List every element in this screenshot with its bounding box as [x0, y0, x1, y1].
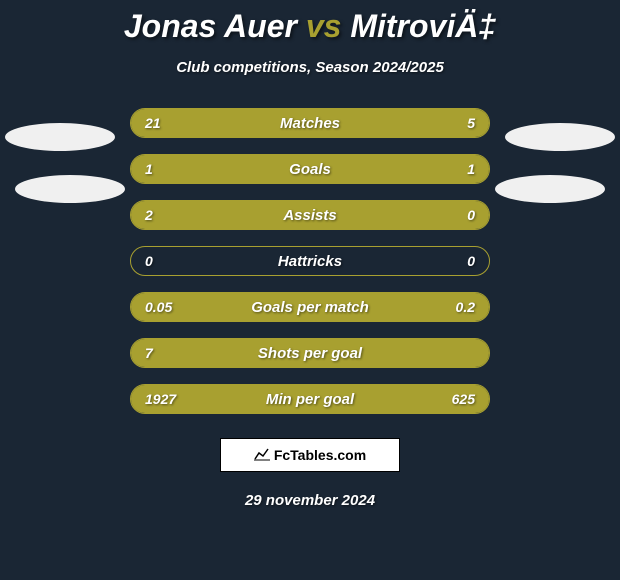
logo-text: FcTables.com	[274, 447, 366, 463]
side-ellipse	[495, 175, 605, 203]
stat-bar: 20Assists	[130, 200, 490, 230]
stat-bar: 11Goals	[130, 154, 490, 184]
vs-text: vs	[306, 8, 342, 44]
bar-fill-right	[203, 293, 489, 321]
side-ellipse	[505, 123, 615, 151]
page-title: Jonas Auer vs MitroviÄ‡	[0, 8, 620, 45]
stat-bar: 0 0Hattricks	[130, 246, 490, 276]
header: Jonas Auer vs MitroviÄ‡ Club competition…	[0, 0, 620, 76]
subtitle: Club competitions, Season 2024/2025	[0, 59, 620, 76]
bar-value-right: 0	[467, 247, 475, 275]
side-ellipse	[5, 123, 115, 151]
fctables-logo[interactable]: FcTables.com	[220, 438, 400, 472]
side-ellipse	[15, 175, 125, 203]
stat-bar: 215Matches	[130, 108, 490, 138]
bar-fill-left	[131, 293, 203, 321]
bar-label: Hattricks	[131, 247, 489, 275]
player2-name: MitroviÄ‡	[350, 8, 496, 44]
bar-fill-left	[131, 339, 489, 367]
stat-bar: 0.050.2Goals per match	[130, 292, 490, 322]
bar-fill-left	[131, 385, 401, 413]
player1-name: Jonas Auer	[124, 8, 297, 44]
bar-fill-left	[131, 201, 489, 229]
stat-bar: 1927625Min per goal	[130, 384, 490, 414]
bar-fill-right	[310, 155, 489, 183]
date-text: 29 november 2024	[0, 492, 620, 509]
chart-icon	[254, 447, 270, 463]
bar-fill-left	[131, 155, 310, 183]
comparison-bars: 215Matches 11Goals 20Assists 0 0Hattricks 0.0…	[0, 108, 620, 414]
bar-fill-left	[131, 109, 420, 137]
bar-value-left: 0	[145, 247, 153, 275]
bar-fill-right	[401, 385, 489, 413]
stat-bar: 7Shots per goal	[130, 338, 490, 368]
bar-fill-right	[420, 109, 489, 137]
